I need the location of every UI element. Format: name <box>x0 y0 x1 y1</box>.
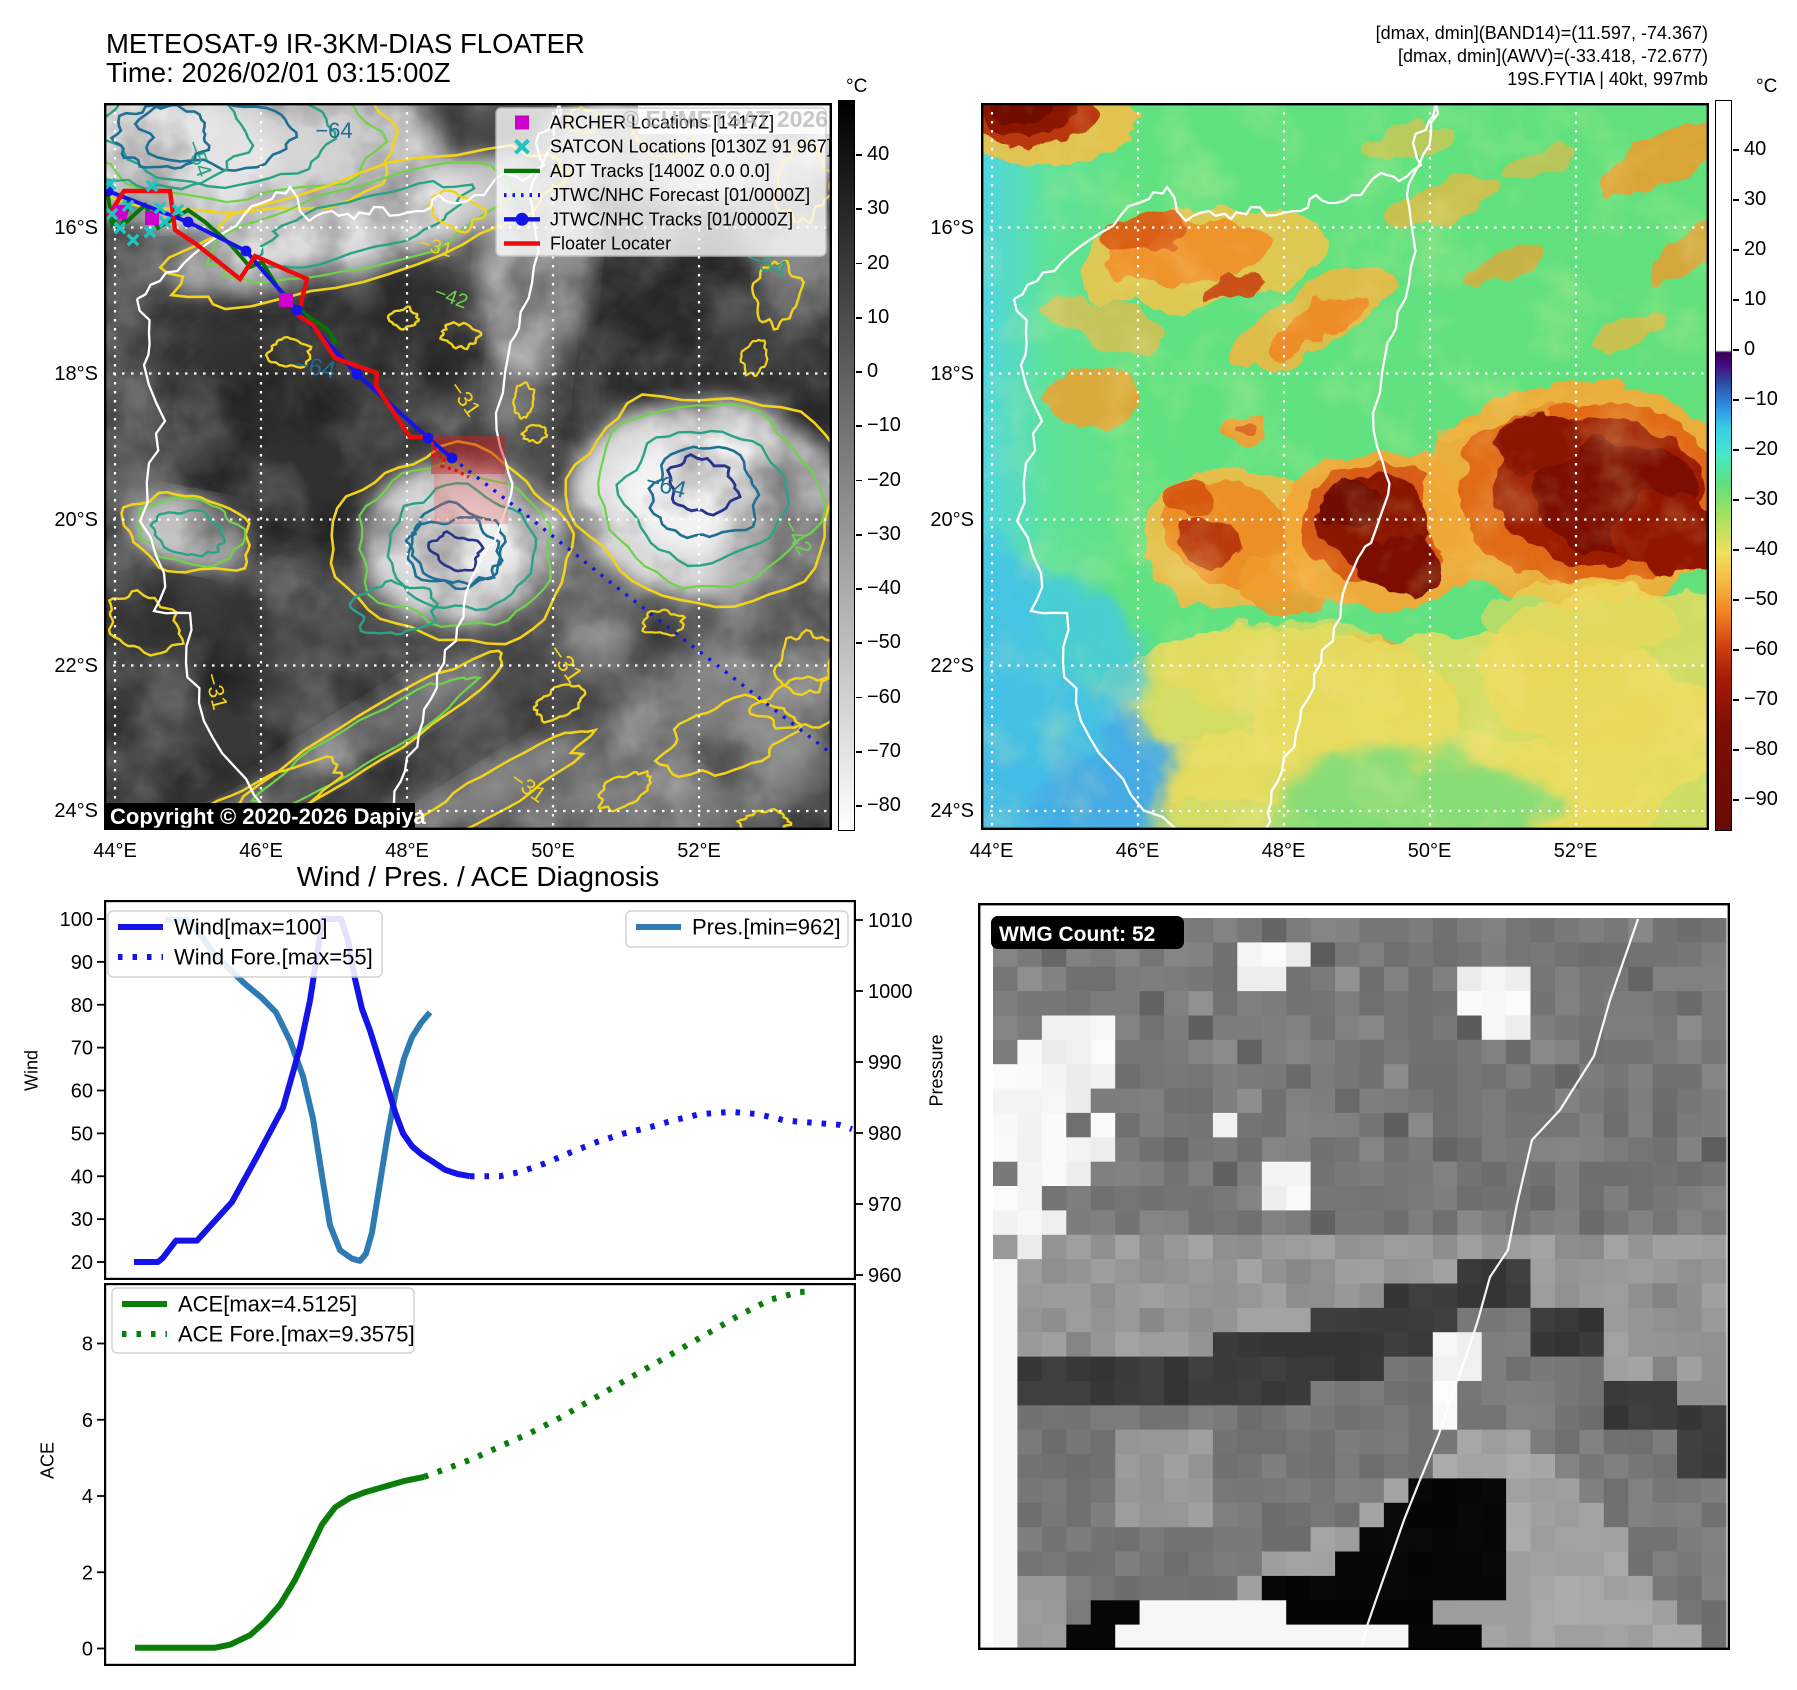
svg-text:40: 40 <box>71 1166 93 1188</box>
svg-text:2: 2 <box>82 1562 93 1584</box>
svg-text:990: 990 <box>868 1052 901 1074</box>
svg-text:80: 80 <box>71 995 93 1017</box>
svg-text:50: 50 <box>71 1123 93 1145</box>
svg-text:ADT Tracks [1400Z 0.0 0.0]: ADT Tracks [1400Z 0.0 0.0] <box>550 161 770 181</box>
svg-text:ACE Fore.[max=9.3575]: ACE Fore.[max=9.3575] <box>178 1322 415 1347</box>
svg-text:ARCHER Locations [1417Z]: ARCHER Locations [1417Z] <box>550 113 774 133</box>
svg-text:1010: 1010 <box>868 910 913 932</box>
svg-text:20: 20 <box>71 1252 93 1274</box>
svg-text:960: 960 <box>868 1265 901 1287</box>
svg-text:90: 90 <box>71 952 93 974</box>
svg-text:Floater Locater: Floater Locater <box>550 234 671 254</box>
svg-text:70: 70 <box>71 1038 93 1060</box>
svg-text:4: 4 <box>82 1486 93 1508</box>
svg-text:WMG Count: 52: WMG Count: 52 <box>999 923 1155 946</box>
svg-text:© EUMETSAT 2026: © EUMETSAT 2026 <box>622 106 828 132</box>
svg-text:970: 970 <box>868 1194 901 1216</box>
svg-text:Wind[max=100]: Wind[max=100] <box>174 915 327 940</box>
svg-text:980: 980 <box>868 1123 901 1145</box>
svg-text:Pres.[min=962]: Pres.[min=962] <box>692 915 841 940</box>
svg-text:1000: 1000 <box>868 981 913 1003</box>
svg-text:30: 30 <box>71 1209 93 1231</box>
svg-text:6: 6 <box>82 1410 93 1432</box>
svg-text:100: 100 <box>60 909 93 931</box>
svg-text:JTWC/NHC Forecast [01/0000Z]: JTWC/NHC Forecast [01/0000Z] <box>550 185 810 205</box>
svg-text:ACE[max=4.5125]: ACE[max=4.5125] <box>178 1292 357 1317</box>
svg-text:SATCON Locations [0130Z 91 967: SATCON Locations [0130Z 91 967] <box>550 137 832 157</box>
svg-text:Copyright © 2020-2026 Dapiya: Copyright © 2020-2026 Dapiya <box>110 804 427 829</box>
svg-text:60: 60 <box>71 1081 93 1103</box>
svg-text:0: 0 <box>82 1639 93 1661</box>
svg-text:Wind Fore.[max=55]: Wind Fore.[max=55] <box>174 945 373 970</box>
svg-text:JTWC/NHC Tracks [01/0000Z]: JTWC/NHC Tracks [01/0000Z] <box>550 209 793 229</box>
svg-text:8: 8 <box>82 1334 93 1356</box>
svg-text:−64: −64 <box>315 118 352 143</box>
